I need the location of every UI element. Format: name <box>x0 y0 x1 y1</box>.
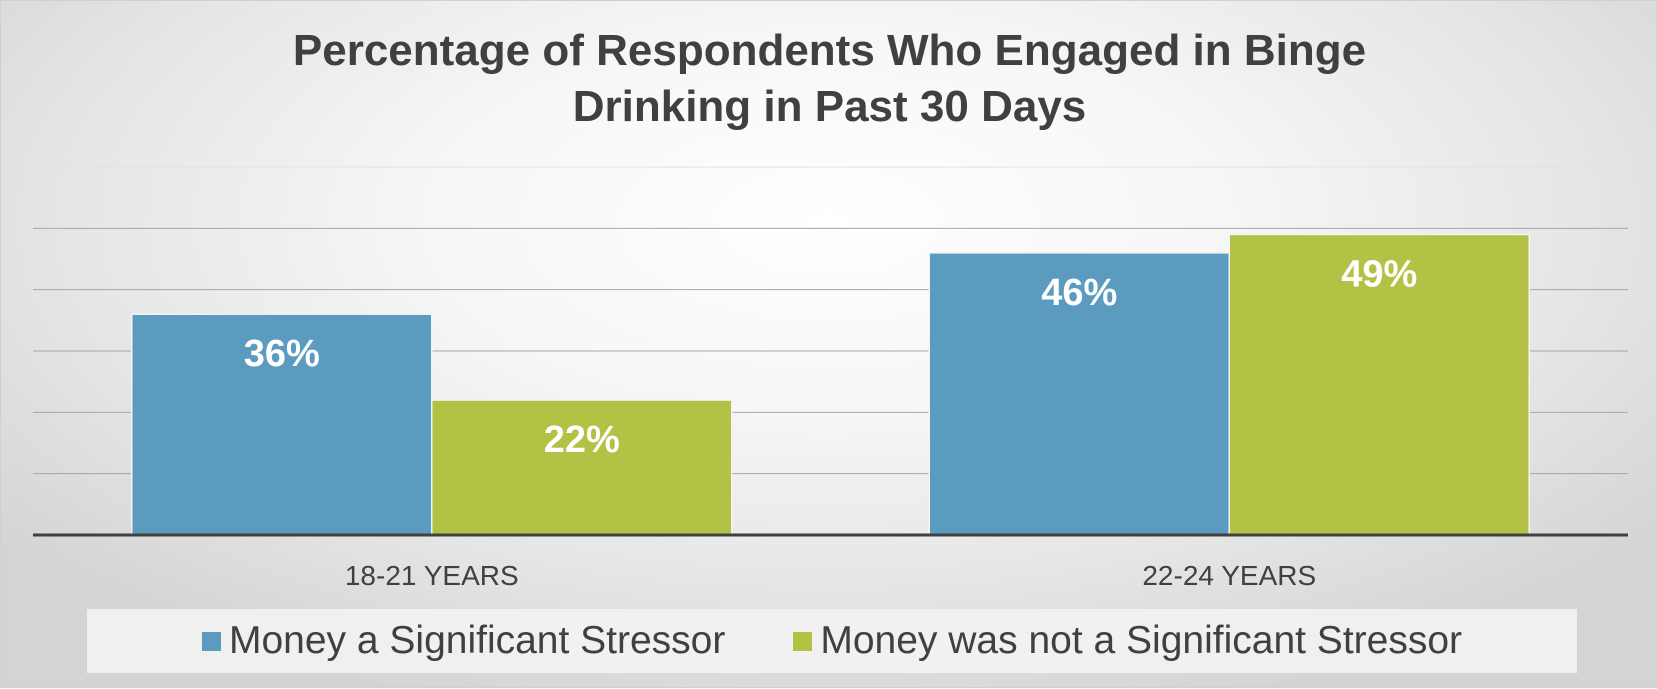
data-label-series-1-1: 36% <box>244 333 320 375</box>
bar-series-2-1 <box>431 399 733 536</box>
legend-swatch-series-1 <box>201 631 221 651</box>
chart-title-line-1: Percentage of Respondents Who Engaged in… <box>292 26 1367 75</box>
bar-series-2-2 <box>1228 233 1530 536</box>
legend-label-series-1: Money a Significant Stressor <box>228 619 726 662</box>
legend-label-series-2: Money was not a Significant Stressor <box>820 619 1463 662</box>
legend-item-series-1: Money a Significant Stressor <box>201 619 726 663</box>
x-axis-tick-label: 22-24 YEARS <box>1142 560 1316 591</box>
bar-series-1-1 <box>131 313 433 536</box>
x-axis-tick-label: 18-21 YEARS <box>345 560 519 591</box>
legend-item-series-2: Money was not a Significant Stressor <box>793 619 1462 663</box>
data-label-series-2-2: 49% <box>1341 253 1417 295</box>
bar-series-1-2 <box>928 252 1230 536</box>
chart-legend: Money a Significant Stressor Money was n… <box>87 609 1577 673</box>
chart-title-line-2: Drinking in Past 30 Days <box>572 82 1087 131</box>
legend-swatch-series-2 <box>793 631 813 651</box>
chart-title: Percentage of Respondents Who Engaged in… <box>1 23 1657 135</box>
data-label-series-2-1: 22% <box>544 419 620 461</box>
data-label-series-1-2: 46% <box>1041 272 1117 314</box>
